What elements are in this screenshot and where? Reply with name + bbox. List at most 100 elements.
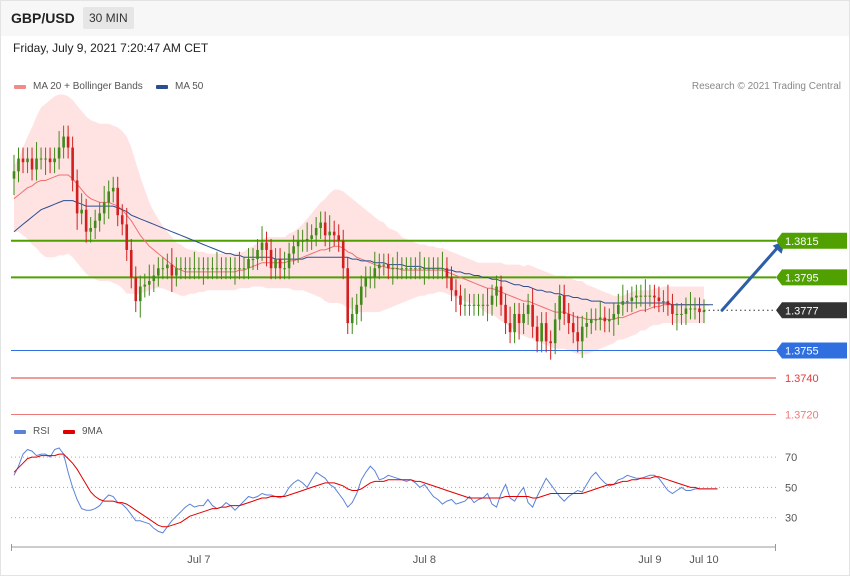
candle — [134, 266, 138, 313]
candle-body — [120, 215, 124, 225]
candle-body — [17, 158, 20, 172]
candle — [350, 297, 354, 335]
candle — [657, 286, 661, 313]
legend-swatch-ma50 — [156, 84, 168, 89]
candle — [30, 147, 34, 181]
candle-body — [301, 240, 304, 242]
candle — [125, 207, 129, 261]
candle — [639, 284, 643, 307]
candle — [296, 229, 300, 263]
candle-body — [635, 295, 638, 298]
rsi-tick-label-50: 50 — [785, 482, 797, 494]
bollinger-band-layer — [14, 94, 704, 355]
candle — [80, 193, 83, 225]
candle — [71, 136, 74, 192]
badge-label-1.3755: 1.3755 — [785, 346, 819, 358]
candle-body — [202, 268, 205, 270]
candle-body — [75, 180, 79, 214]
candle — [400, 257, 404, 280]
candle-body — [35, 158, 38, 170]
candle-body — [558, 295, 561, 320]
candle-body — [116, 187, 120, 216]
timeframe-badge[interactable]: 30 MIN — [83, 7, 134, 29]
candle — [75, 169, 79, 230]
candle-body — [102, 202, 106, 214]
legend-ma20-bollinger: MA 20 + Bollinger Bands — [14, 81, 143, 92]
candle-body — [166, 264, 169, 269]
legend-label-rsi: RSI — [33, 426, 50, 437]
candle — [454, 279, 458, 313]
candle-body — [161, 268, 165, 270]
level-label-1.3720: 1.3720 — [785, 410, 819, 422]
candle-body — [657, 297, 661, 302]
candle-body — [508, 323, 512, 333]
candle-body — [305, 238, 309, 241]
candle-body — [689, 308, 692, 310]
candle — [57, 131, 61, 170]
candle-body — [481, 304, 485, 306]
candle-body — [517, 313, 521, 324]
candle — [287, 242, 291, 280]
candle — [391, 257, 395, 285]
candle — [224, 257, 228, 280]
level-label-1.3740: 1.3740 — [785, 373, 819, 385]
candle-body — [247, 259, 250, 269]
candle — [702, 299, 706, 324]
candle-body — [662, 301, 665, 303]
candle — [553, 302, 557, 355]
candle — [662, 290, 665, 313]
legend-label-ma50: MA 50 — [175, 81, 204, 92]
candle-body — [152, 275, 156, 282]
candle — [675, 302, 679, 331]
candle — [161, 257, 165, 280]
candle — [463, 288, 467, 316]
candle — [612, 302, 616, 336]
candle — [278, 248, 282, 280]
candle-body — [143, 284, 147, 287]
candle — [684, 297, 688, 325]
candle-body — [626, 301, 629, 303]
candle-body — [562, 295, 566, 314]
candle-body — [355, 304, 359, 314]
candle-body — [193, 268, 196, 270]
candle — [481, 293, 485, 316]
time-tick-label: Jul 9 — [638, 554, 661, 566]
legend-ma50: MA 50 — [156, 81, 203, 92]
candle-body — [684, 308, 688, 314]
candle — [107, 180, 111, 219]
candle-body — [472, 304, 476, 306]
candle-body — [589, 319, 593, 324]
candle — [39, 147, 43, 170]
candle-body — [269, 249, 273, 269]
candle-body — [337, 235, 341, 241]
badge-1.3755 — [776, 342, 847, 359]
candle — [211, 257, 214, 280]
candle — [102, 185, 106, 225]
candle — [630, 286, 634, 313]
candle — [450, 266, 453, 302]
candle-body — [179, 268, 183, 270]
candle-body — [323, 222, 327, 236]
candle — [396, 251, 399, 280]
candle — [432, 257, 435, 280]
candle-body — [89, 228, 92, 232]
candle-body — [296, 240, 300, 247]
candle-body — [359, 286, 363, 305]
bollinger-band — [14, 94, 704, 355]
candle-body — [499, 286, 503, 305]
moving-average-layer — [13, 174, 713, 320]
candle-body — [328, 231, 331, 236]
candle — [260, 226, 264, 261]
candle-body — [535, 326, 539, 342]
candle — [472, 293, 476, 316]
candle — [387, 253, 390, 280]
candle-body — [80, 209, 83, 214]
candle — [671, 293, 674, 325]
candle-body — [553, 319, 557, 344]
candle — [635, 284, 638, 309]
candle-body — [607, 319, 611, 322]
candle-body — [405, 268, 408, 270]
candle-body — [346, 268, 350, 324]
candle — [495, 275, 498, 307]
